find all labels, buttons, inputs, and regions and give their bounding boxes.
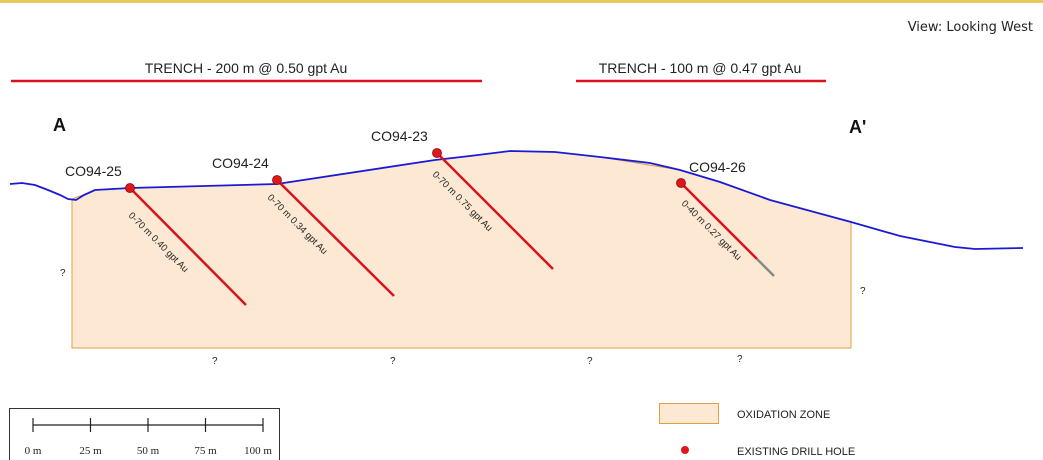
ground-surface-line: [9, 150, 1024, 250]
scale-tick-label: 25 m: [79, 445, 102, 457]
legend-drill-hole-marker: [681, 446, 689, 454]
unknown-marker: ?: [390, 356, 396, 367]
section-label-a: A: [53, 115, 66, 135]
top-rule: [0, 0, 1043, 3]
drill-hole-id: CO94-25: [65, 163, 122, 179]
legend-oxidation-swatch: [659, 403, 719, 424]
drill-hole-id: CO94-26: [689, 159, 746, 175]
drill-hole-id: CO94-24: [212, 155, 269, 171]
trench-2-label: TRENCH - 100 m @ 0.47 gpt Au: [599, 60, 802, 76]
view-label: View: Looking West: [907, 20, 1033, 35]
unknown-marker: ?: [587, 356, 593, 367]
scale-tick-label: 0 m: [25, 445, 42, 457]
drill-collar-marker: [432, 148, 442, 158]
unknown-marker: ?: [737, 354, 743, 365]
scale-tick-label: 75 m: [194, 445, 217, 457]
scale-bar: 0 m 25 m 50 m 75 m 100 m: [9, 408, 280, 460]
unknown-marker: ?: [212, 356, 218, 367]
drill-trace: [436, 152, 554, 270]
legend-drill-hole-label: EXISTING DRILL HOLE: [737, 446, 855, 458]
unknown-marker: ?: [860, 286, 866, 297]
section-label-a-prime: A': [849, 117, 866, 137]
legend-oxidation-label: OXIDATION ZONE: [737, 409, 830, 421]
scale-bar-frame: [9, 408, 280, 460]
unknown-marker: ?: [60, 268, 66, 279]
scale-tick-label: 50 m: [137, 445, 160, 457]
drill-trace: [680, 182, 758, 260]
trench-1-label: TRENCH - 200 m @ 0.50 gpt Au: [145, 60, 348, 76]
legend: OXIDATION ZONE EXISTING DRILL HOLE: [659, 403, 855, 458]
drill-trace: [129, 187, 247, 306]
drill-hole-id: CO94-23: [371, 128, 428, 144]
drill-collar-marker: [125, 183, 135, 193]
drill-trace-tail: [756, 258, 775, 277]
drill-collar-marker: [272, 175, 282, 185]
drill-collar-marker: [676, 178, 686, 188]
drill-trace: [276, 179, 395, 297]
scale-tick-label: 100 m: [244, 445, 272, 457]
